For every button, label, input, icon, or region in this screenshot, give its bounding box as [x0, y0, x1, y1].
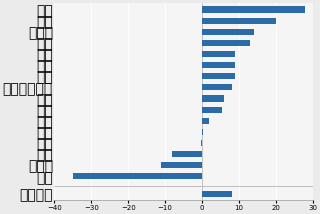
Bar	[202, 18, 276, 24]
Bar	[202, 129, 203, 135]
Bar	[202, 118, 209, 124]
Bar	[202, 73, 235, 79]
Bar	[202, 62, 235, 68]
Bar	[202, 95, 224, 101]
Bar	[201, 140, 202, 146]
Bar	[202, 191, 232, 197]
Bar	[202, 6, 305, 12]
Bar	[172, 151, 202, 157]
Bar	[73, 173, 202, 179]
Bar	[202, 84, 232, 90]
Bar	[202, 29, 254, 35]
Bar	[202, 107, 222, 113]
Bar	[202, 51, 235, 57]
Bar	[161, 162, 202, 168]
Bar	[202, 40, 250, 46]
